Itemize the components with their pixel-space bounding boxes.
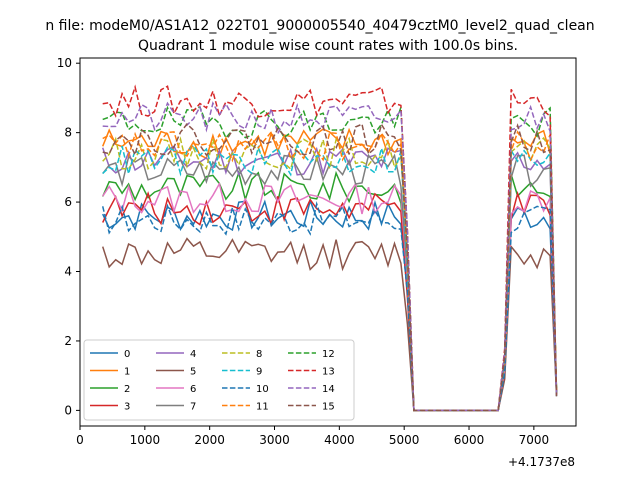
x-tick-label: 0 [76, 433, 84, 447]
x-tick-label: 7000 [519, 433, 550, 447]
legend-label-15: 15 [322, 402, 335, 413]
series-lines [101, 84, 558, 412]
plot-frame [79, 57, 577, 427]
y-tick-label: 4 [64, 265, 72, 279]
legend-label-13: 13 [322, 367, 335, 378]
chart-title: Quadrant 1 module wise count rates with … [138, 38, 518, 54]
legend-label-12: 12 [322, 349, 335, 360]
x-tick-label: 4000 [324, 433, 355, 447]
legend-label-4: 4 [190, 349, 196, 360]
x-tick-label: 5000 [389, 433, 420, 447]
legend-label-3: 3 [124, 402, 130, 413]
x-tick-label: 3000 [259, 433, 290, 447]
x-tick-label: 6000 [454, 433, 485, 447]
series-line-10 [101, 201, 558, 412]
legend-label-0: 0 [124, 349, 130, 360]
legend-label-2: 2 [124, 384, 130, 395]
legend-label-7: 7 [190, 402, 196, 413]
y-tick-label: 2 [64, 334, 72, 348]
legend-box [83, 339, 355, 421]
series-line-14 [102, 101, 558, 412]
y-axis: 0 2 4 6 8 10 [57, 56, 80, 417]
series-line-9 [102, 143, 558, 412]
x-tick-label: 2000 [194, 433, 225, 447]
legend-label-11: 11 [256, 402, 269, 413]
y-tick-label: 10 [57, 56, 72, 70]
legend-label-6: 6 [190, 384, 196, 395]
legend-label-8: 8 [256, 349, 262, 360]
legend-label-14: 14 [322, 384, 335, 395]
series-line-15 [102, 122, 558, 412]
x-offset-label: +4.1737e8 [508, 455, 575, 469]
y-tick-label: 6 [64, 195, 72, 209]
x-axis: 0 1000 2000 3000 4000 5000 6000 7000 [76, 426, 549, 447]
x-tick-label: 1000 [130, 433, 161, 447]
legend-label-1: 1 [124, 367, 130, 378]
legend-label-10: 10 [256, 384, 269, 395]
legend-label-5: 5 [190, 367, 196, 378]
y-tick-label: 8 [64, 126, 72, 140]
y-tick-label: 0 [64, 403, 72, 417]
legend-label-9: 9 [256, 367, 262, 378]
figure-suptitle: n file: modeM0/AS1A12_022T01_9000005540_… [45, 18, 594, 34]
